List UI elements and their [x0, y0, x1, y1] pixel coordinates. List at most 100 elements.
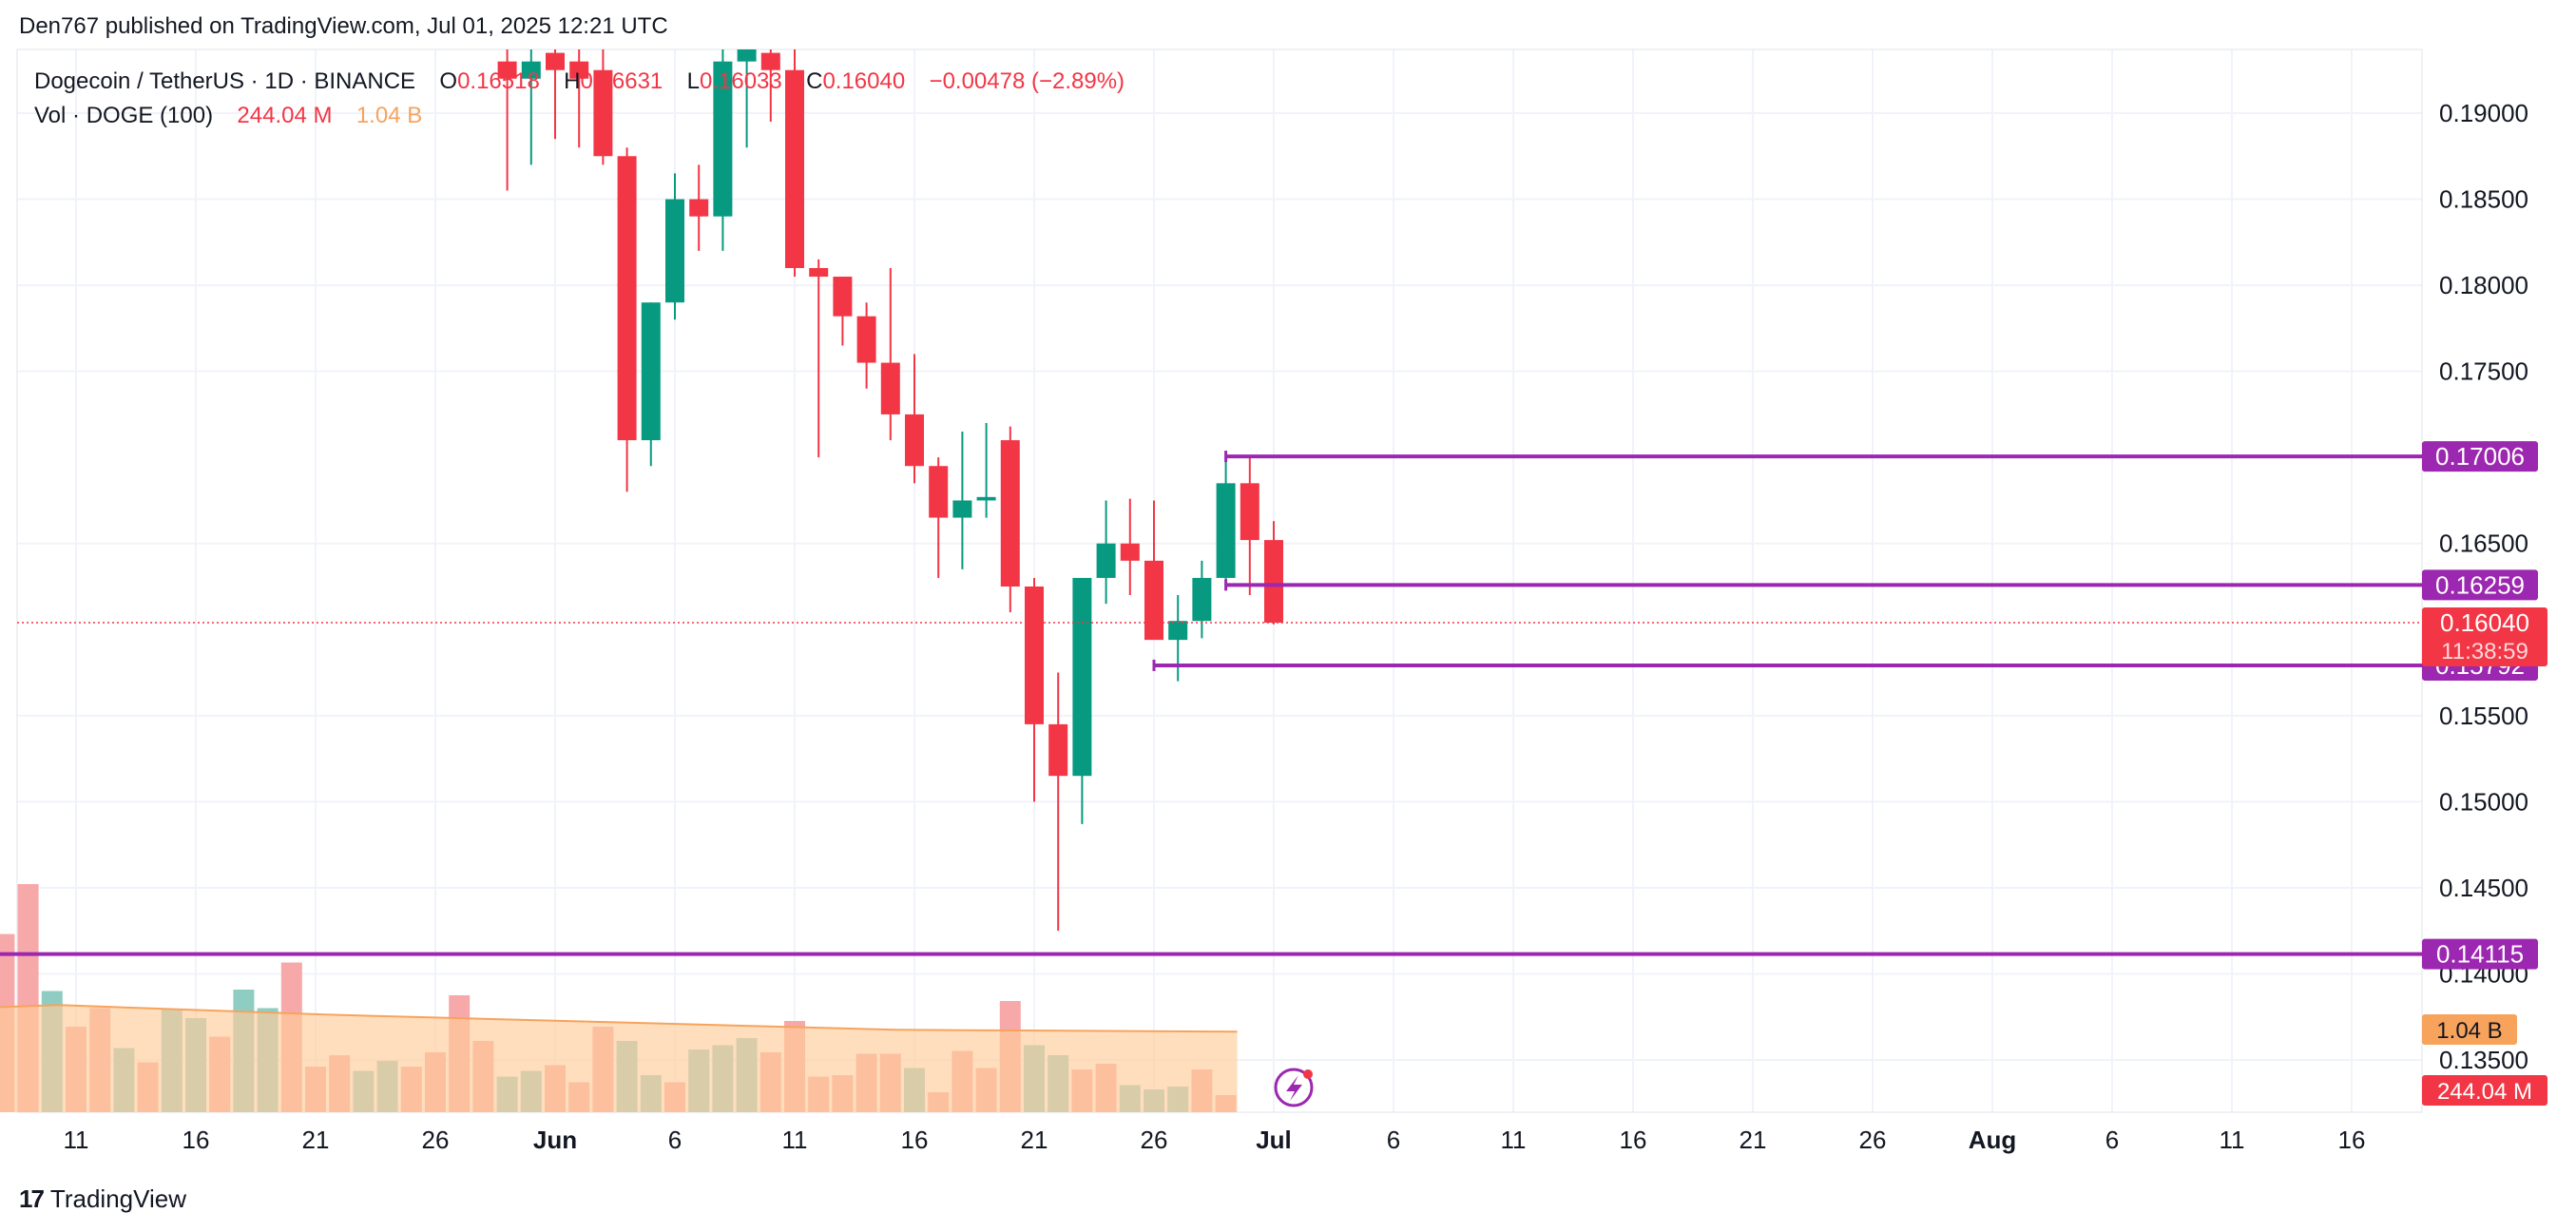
- tradingview-logo: 17: [19, 1184, 45, 1213]
- candle-body: [905, 414, 924, 467]
- candle-body: [1264, 540, 1283, 624]
- volume-label[interactable]: Vol · DOGE (100): [34, 103, 214, 128]
- time-tick-label: 11: [1501, 1126, 1527, 1154]
- time-tick-label: 6: [668, 1126, 682, 1154]
- close-value: 0.16040: [822, 68, 906, 94]
- low-label: L: [686, 68, 700, 94]
- candle-body: [976, 496, 996, 501]
- level-price-label: 0.17006: [2435, 442, 2525, 471]
- volume-value: 244.04 M: [237, 103, 333, 128]
- candle-body: [737, 49, 757, 62]
- candle-body: [880, 362, 900, 414]
- time-tick-label: 21: [302, 1126, 330, 1154]
- replay-button[interactable]: [1274, 1068, 1314, 1107]
- time-tick-label: 16: [183, 1126, 210, 1154]
- price-tick-label: 0.18000: [2439, 271, 2528, 299]
- close-label: C: [806, 68, 823, 94]
- levels-layer: [0, 451, 2422, 956]
- time-tick-label: 11: [64, 1126, 89, 1154]
- price-tick-label: 0.17500: [2439, 357, 2528, 386]
- change-value: −0.00478 (−2.89%): [929, 68, 1125, 94]
- candle-body: [929, 466, 949, 518]
- time-axis: 11 16 21 26 Jun 6 11 16 21 26 Jul 6 11 16 21 26 Aug 6 11 16: [64, 1126, 2366, 1154]
- lightning-icon[interactable]: [1286, 1075, 1302, 1101]
- level-price-label: 0.14115: [2436, 940, 2524, 969]
- price-tick-label: 0.14500: [2439, 874, 2528, 902]
- time-tick-label: 16: [1620, 1126, 1647, 1154]
- open-value: 0.16518: [457, 68, 540, 94]
- volume-ma-area: [0, 1005, 1238, 1112]
- countdown-label: 11:38:59: [2441, 639, 2528, 664]
- candle-body: [546, 52, 565, 70]
- level-price-badge[interactable]: [2422, 569, 2538, 601]
- volume-pane: [0, 884, 1238, 1112]
- candle-body: [809, 267, 829, 278]
- volume-ma-value: 1.04 B: [356, 103, 423, 128]
- time-tick-label: Jun: [533, 1126, 577, 1154]
- candle-body: [665, 199, 684, 303]
- candle-body: [760, 52, 780, 70]
- time-tick-label: 16: [2338, 1126, 2366, 1154]
- candle-body: [1168, 621, 1188, 641]
- candle-body: [1025, 587, 1044, 724]
- candle-body: [521, 61, 541, 79]
- candle-body: [952, 500, 972, 518]
- last-price-badge: [2422, 607, 2547, 667]
- time-tick-label: 21: [1740, 1126, 1767, 1154]
- candle-body: [1216, 483, 1236, 578]
- candle-body: [833, 277, 853, 317]
- candle-body: [497, 61, 517, 79]
- time-tick-label: 21: [1021, 1126, 1048, 1154]
- price-tick-label: 0.18500: [2439, 185, 2528, 214]
- low-value: 0.16033: [699, 68, 782, 94]
- volume-badge: [2422, 1075, 2547, 1106]
- candle-body: [641, 302, 661, 441]
- time-tick-label: 16: [901, 1126, 929, 1154]
- candle-body: [1192, 577, 1212, 622]
- candle-body: [1072, 577, 1092, 777]
- time-tick-label: Jul: [1256, 1126, 1292, 1154]
- time-tick-label: 11: [782, 1126, 808, 1154]
- candle-body: [617, 156, 637, 441]
- candle-body: [1096, 543, 1116, 578]
- high-label: H: [564, 68, 581, 94]
- candle-body: [1144, 560, 1163, 641]
- level-price-badge[interactable]: [2422, 938, 2538, 970]
- volume-ma-line: [0, 1004, 1238, 1033]
- volume-ma-badge-label: 1.04 B: [2436, 1018, 2502, 1044]
- notification-dot: [1303, 1069, 1313, 1079]
- time-tick-label: 26: [1141, 1126, 1168, 1154]
- time-tick-label: 11: [2220, 1126, 2245, 1154]
- candles-layer: [497, 49, 1283, 932]
- time-tick-label: Aug: [1969, 1126, 2017, 1154]
- candle-body: [713, 61, 733, 217]
- publish-attribution: Den767 published on TradingView.com, Jul…: [19, 13, 668, 39]
- price-tick-label: 0.13500: [2439, 1046, 2528, 1074]
- candle-body: [856, 316, 876, 363]
- volume-badge-label: 244.04 M: [2437, 1079, 2532, 1105]
- open-label: O: [439, 68, 458, 94]
- price-tick-label: 0.16500: [2439, 529, 2528, 558]
- volume-ma-badge: [2422, 1014, 2517, 1045]
- candle-body: [593, 69, 613, 157]
- level-price-badge[interactable]: [2422, 441, 2538, 472]
- price-tick-label: 0.15000: [2439, 787, 2528, 816]
- candle-body: [1240, 483, 1259, 541]
- price-tick-label: 0.15500: [2439, 702, 2528, 730]
- candle-body: [569, 61, 589, 79]
- symbol-legend: Dogecoin / TetherUS · 1D · BINANCE O0.16…: [34, 65, 1125, 133]
- symbol-name[interactable]: Dogecoin / TetherUS · 1D · BINANCE: [34, 68, 416, 94]
- time-tick-label: 6: [2105, 1126, 2119, 1154]
- tradingview-brand[interactable]: 17 TradingView: [19, 1184, 186, 1214]
- time-tick-label: 26: [1859, 1126, 1887, 1154]
- tradingview-name: TradingView: [49, 1184, 186, 1213]
- level-price-label: 0.16259: [2435, 570, 2525, 599]
- candle-body: [689, 199, 709, 217]
- candle-body: [785, 69, 804, 268]
- candle-body: [1000, 440, 1020, 587]
- time-tick-label: 6: [1387, 1126, 1400, 1154]
- last-price-label: 0.16040: [2440, 608, 2529, 637]
- candle-body: [1120, 543, 1140, 561]
- time-tick-label: 26: [422, 1126, 450, 1154]
